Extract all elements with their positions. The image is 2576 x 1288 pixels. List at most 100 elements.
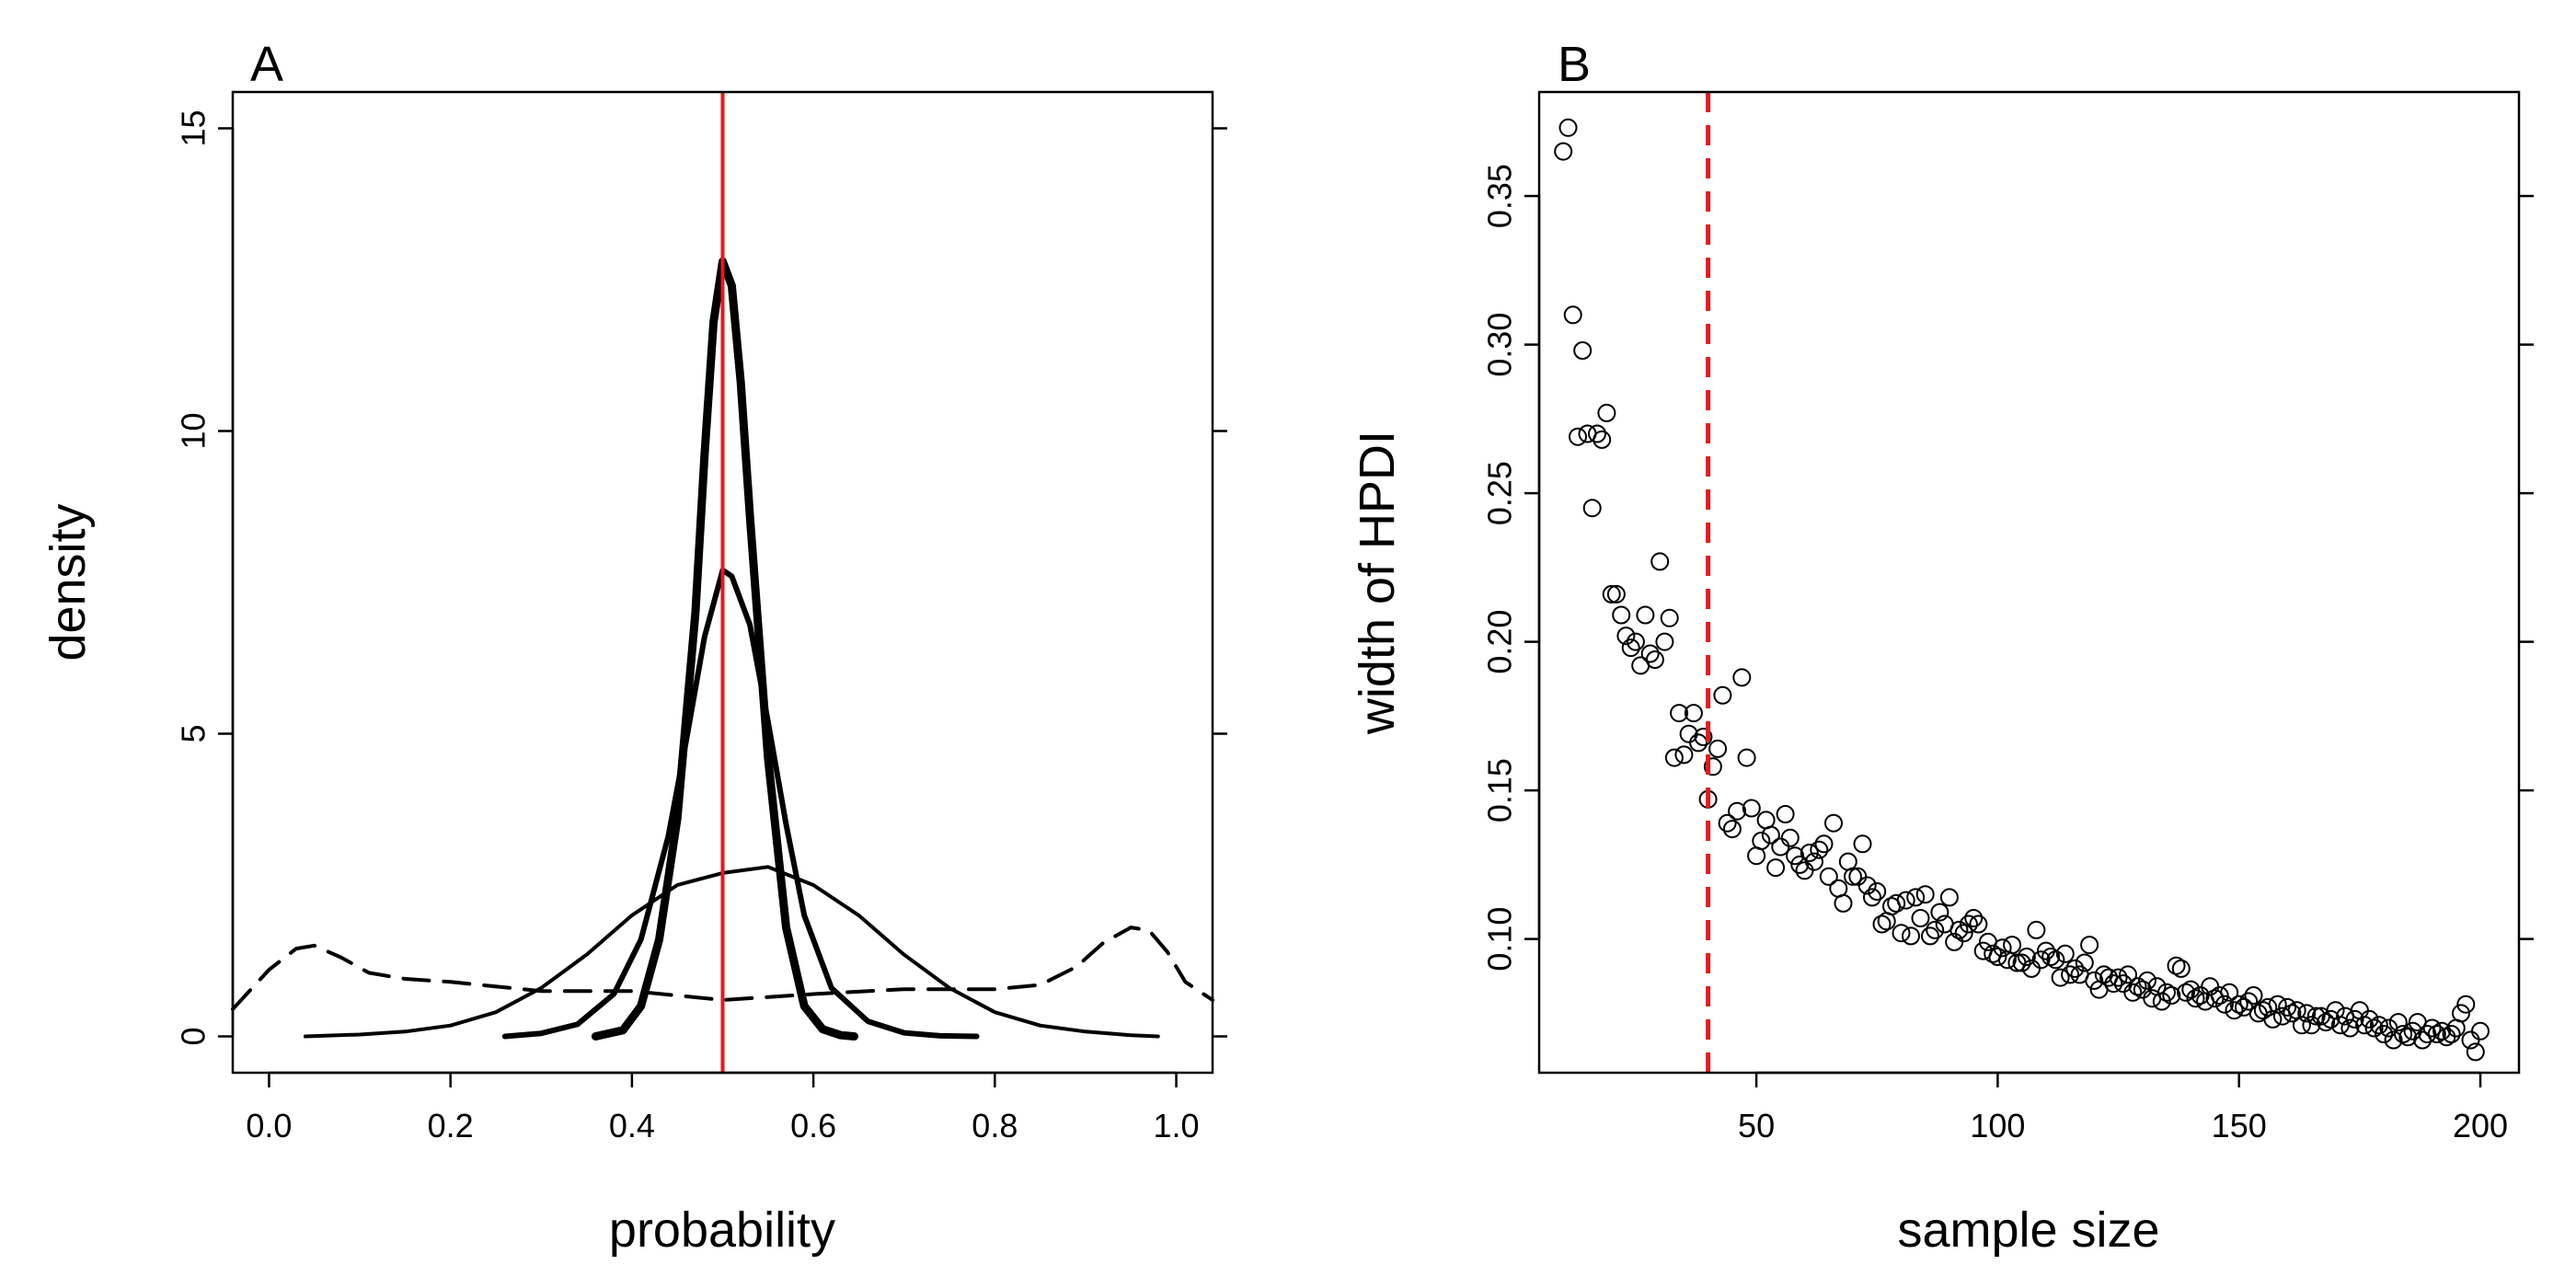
panel-b-data-point (2181, 980, 2201, 999)
panel-b-data-point (1790, 855, 1810, 874)
panel-b-data-point (1949, 920, 1969, 939)
panel-b-data-point (2177, 983, 2195, 1002)
panel-b-data-point (1930, 903, 1949, 922)
panel-b-data-point (2432, 1021, 2452, 1041)
panel-b-data-point (2375, 1025, 2394, 1043)
panel-b-y-tick-label: 0.25 (1481, 461, 1519, 525)
panel-b-data-point (1892, 924, 1911, 943)
panel-b-data-point (2268, 995, 2287, 1014)
panel-b-data-point (1887, 893, 1906, 913)
panel-b-data-point (1868, 882, 1887, 901)
panel-b-data-point (1597, 403, 1616, 422)
panel-b-data-point (1713, 685, 1732, 705)
panel-a-y-tick-label: 10 (175, 412, 213, 449)
panel-b-x-tick-label: 50 (1738, 1107, 1775, 1144)
panel-a-y-tick-label: 15 (175, 109, 213, 146)
panel-b-data-point (1766, 858, 1786, 878)
panel-b-data-point (1684, 704, 1703, 723)
panel-b-data-point (1703, 757, 1722, 776)
panel-b-data-point (1810, 840, 1829, 859)
panel-b-data-point (1954, 924, 1973, 943)
panel-b-data-point (1844, 867, 1862, 886)
panel-b-data-point (1814, 834, 1834, 854)
panel-b-data-point (2138, 971, 2156, 990)
panel-b-x-axis-title: sample size (1897, 1202, 2159, 1258)
panel-b-data-point (1708, 739, 1728, 758)
panel-b-data-point (2017, 948, 2036, 966)
panel-b-data-point (1780, 828, 1800, 847)
panel-b-data-point (1771, 837, 1790, 857)
panel-b-data-point (1722, 820, 1742, 839)
panel-a-axes: 0.0 0.2 0.4 0.6 0.8 1.0 0 5 10 15 (175, 109, 1227, 1144)
panel-b-data-point (2075, 953, 2094, 972)
panel-b-data-point (2055, 944, 2075, 963)
panel-b-data-point (2229, 995, 2248, 1014)
panel-b-y-axis-title: width of HPDI (1350, 431, 1405, 735)
panel-a-density-curve-1 (231, 926, 1214, 1011)
panel-b-data-point (1616, 627, 1636, 646)
panel-b-data-point (2085, 971, 2104, 990)
panel-b-data-point (2398, 1028, 2418, 1047)
panel-b-data-point (1612, 605, 1631, 625)
panel-b-data-point (1819, 867, 1838, 886)
panel-b-data-point (2369, 1016, 2388, 1035)
panel-a-y-tick-label: 0 (175, 1028, 213, 1046)
panel-b-data-point (1558, 118, 1578, 137)
panel-b-points-group (1554, 118, 2490, 1062)
panel-b-data-point (2292, 1016, 2311, 1035)
panel-b-data-point (2321, 1009, 2340, 1029)
panel-b-data-point (1964, 909, 1984, 927)
panel-b-data-point (1863, 888, 1881, 907)
panel-a-y-tick-label: 5 (175, 724, 213, 742)
panel-a-y-axis-title: density (40, 503, 96, 661)
panel-b-data-point (2442, 1025, 2461, 1043)
panel-b-data-point (1626, 632, 1645, 651)
panel-b-data-point (2384, 1030, 2403, 1050)
panel-b-data-point (2394, 1025, 2413, 1043)
panel-b-data-point (1776, 805, 1795, 823)
panel-b-data-point (1718, 813, 1737, 833)
panel-a-density-curve-3 (501, 567, 980, 1040)
panel-b-data-point (2355, 1016, 2375, 1035)
panel-b-data-point (1761, 825, 1780, 845)
panel-b-data-point (1742, 799, 1761, 818)
panel-b-data-point (2167, 956, 2186, 975)
panel-b-data-point (2283, 1004, 2302, 1023)
panel-b-data-point (2061, 965, 2080, 984)
panel-a-density-plot: A 0.0 0.2 0.4 0.6 0.8 1.0 0 5 10 15 probability d… (40, 37, 1227, 1258)
panel-b-data-point (2466, 1042, 2485, 1062)
panel-b-data-point (1959, 914, 1978, 934)
panel-b-data-point (2388, 1013, 2408, 1032)
panel-b-data-point (1853, 834, 1872, 854)
panel-b-data-point (1636, 605, 1655, 625)
panel-b-data-point (1569, 427, 1587, 446)
panel-b-data-point (2080, 936, 2099, 955)
panel-b-data-point (1655, 632, 1674, 651)
panel-b-data-point (2012, 953, 2031, 972)
panel-b-data-point (1650, 552, 1670, 571)
panel-b-x-tick-label: 150 (2212, 1107, 2267, 1144)
panel-b-data-point (1834, 893, 1853, 913)
panel-a-x-tick-label: 0.0 (246, 1107, 292, 1144)
panel-b-data-point (1911, 909, 1930, 927)
panel-b-data-point (1621, 638, 1640, 658)
panel-b-plot-frame (1537, 90, 2521, 1075)
panel-b-data-point (1921, 926, 1939, 946)
panel-b-data-point (2186, 989, 2205, 1008)
panel-b-data-point (1906, 888, 1926, 907)
panel-b-data-point (2418, 1025, 2437, 1043)
panel-b-data-point (1915, 885, 1935, 904)
panel-b-data-point (2278, 997, 2297, 1017)
panel-b-y-tick-label: 0.30 (1481, 313, 1519, 377)
panel-a-density-curve-4 (591, 257, 858, 1041)
panel-a-x-tick-label: 0.8 (972, 1107, 1018, 1144)
panel-b-data-point (2297, 1004, 2317, 1023)
panel-b-data-point (2427, 1025, 2446, 1043)
panel-b-data-point (2306, 1006, 2326, 1026)
panel-a-density-curve-2 (303, 865, 1160, 1039)
panel-b-data-point (1800, 844, 1819, 862)
panel-b-data-point (2119, 965, 2137, 984)
panel-b-data-point (1728, 801, 1747, 821)
panel-b-y-tick-label: 0.20 (1481, 610, 1519, 674)
